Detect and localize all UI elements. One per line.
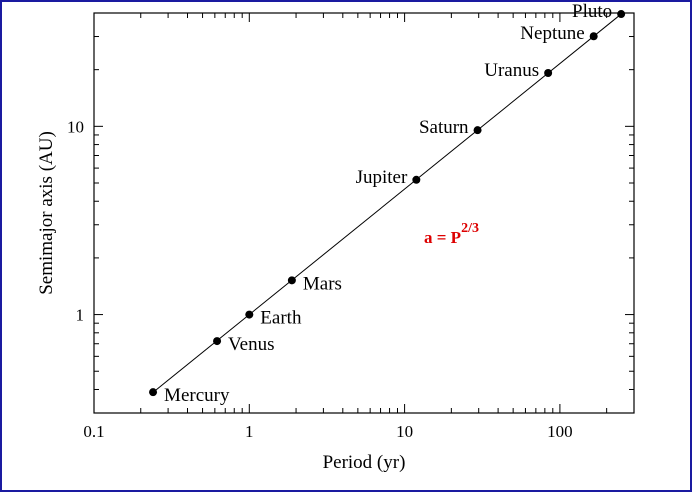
x-tick-label: 10 <box>396 422 413 441</box>
point-label-venus: Venus <box>228 334 274 355</box>
data-point-venus <box>213 337 222 346</box>
plot-area <box>93 12 635 414</box>
power-law-annotation: a = P2/3 <box>424 221 479 247</box>
point-label-mercury: Mercury <box>164 385 230 406</box>
fit-line <box>152 13 622 393</box>
point-label-mars: Mars <box>303 273 342 294</box>
data-point-mars <box>287 276 296 285</box>
y-tick-label: 1 <box>76 306 85 325</box>
data-point-uranus <box>544 69 553 78</box>
point-label-saturn: Saturn <box>419 117 469 138</box>
point-label-neptune: Neptune <box>520 23 584 44</box>
point-label-earth: Earth <box>260 308 302 329</box>
y-axis-title: Semimajor axis (AU) <box>36 131 57 295</box>
data-point-neptune <box>589 32 598 41</box>
data-point-saturn <box>473 126 482 135</box>
x-axis-title: Period (yr) <box>323 452 406 473</box>
data-point-mercury <box>149 388 158 397</box>
x-tick-label: 0.1 <box>83 422 104 441</box>
x-tick-label: 1 <box>245 422 254 441</box>
data-point-jupiter <box>412 175 421 184</box>
point-label-uranus: Uranus <box>484 60 539 81</box>
point-label-pluto: Pluto <box>572 1 612 22</box>
axis-tick-labels: 0.1 1 10 100 1 10 <box>67 117 573 441</box>
data-point-earth <box>245 310 254 319</box>
annotation-base: a = P <box>424 228 461 247</box>
point-label-jupiter: Jupiter <box>356 167 408 188</box>
axis-ticks <box>93 12 635 414</box>
x-tick-label: 100 <box>547 422 573 441</box>
y-tick-label: 10 <box>67 117 84 136</box>
data-points <box>149 10 626 397</box>
data-point-pluto <box>617 10 626 19</box>
annotation-exponent: 2/3 <box>461 221 479 236</box>
